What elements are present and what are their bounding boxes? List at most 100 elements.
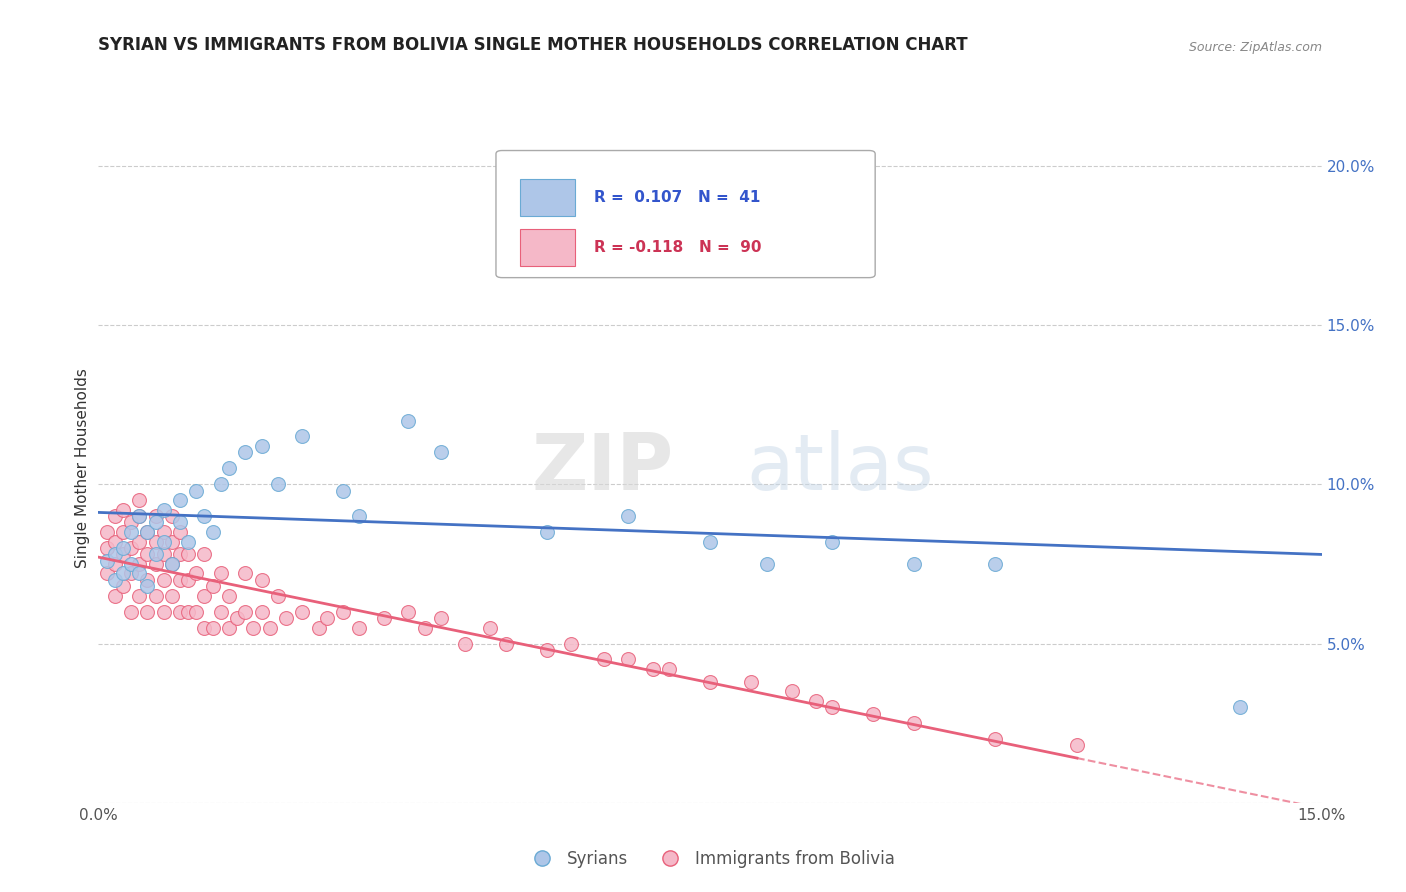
Point <box>821 534 844 549</box>
Point <box>186 483 208 498</box>
Point <box>152 534 174 549</box>
Point <box>536 524 558 539</box>
Bar <box>520 229 575 266</box>
Point <box>226 611 249 625</box>
Point <box>478 621 501 635</box>
Point <box>193 589 215 603</box>
Point <box>160 557 183 571</box>
Point <box>250 573 273 587</box>
Point <box>201 524 224 539</box>
Point <box>104 573 127 587</box>
Point <box>120 605 142 619</box>
Point <box>145 547 167 561</box>
Point <box>209 477 232 491</box>
Point <box>209 566 232 581</box>
Point <box>984 557 1007 571</box>
Point <box>1229 700 1251 714</box>
Point <box>104 589 127 603</box>
Point <box>250 439 273 453</box>
Point <box>128 566 150 581</box>
Point <box>740 674 762 689</box>
Point <box>145 534 167 549</box>
Point <box>120 557 142 571</box>
Point <box>396 605 419 619</box>
Point <box>291 429 314 443</box>
Point <box>193 621 215 635</box>
Point <box>821 700 844 714</box>
Point <box>128 557 150 571</box>
Point <box>291 605 314 619</box>
Point <box>242 621 264 635</box>
Point <box>145 557 167 571</box>
Point <box>169 493 191 508</box>
Point <box>136 547 159 561</box>
Point <box>136 524 159 539</box>
Point <box>699 534 721 549</box>
Point <box>332 483 354 498</box>
Point <box>373 611 395 625</box>
Point <box>111 502 134 516</box>
Point <box>430 445 453 459</box>
Legend: Syrians, Immigrants from Bolivia: Syrians, Immigrants from Bolivia <box>519 844 901 875</box>
Point <box>145 509 167 524</box>
Point <box>96 541 118 555</box>
Point <box>120 566 142 581</box>
Text: ZIP: ZIP <box>531 430 673 507</box>
Point <box>145 516 167 530</box>
Point <box>413 621 436 635</box>
Point <box>699 674 721 689</box>
Point <box>576 238 599 252</box>
Point <box>536 643 558 657</box>
Point <box>315 611 337 625</box>
Point <box>128 589 150 603</box>
Point <box>617 509 640 524</box>
Point <box>201 579 224 593</box>
Point <box>349 621 371 635</box>
Point <box>169 573 191 587</box>
Point <box>136 524 159 539</box>
Point <box>152 502 174 516</box>
Text: R = -0.118   N =  90: R = -0.118 N = 90 <box>593 240 761 255</box>
Point <box>160 589 183 603</box>
Point <box>120 516 142 530</box>
Point <box>233 445 256 459</box>
Point <box>201 621 224 635</box>
Point <box>96 554 118 568</box>
Point <box>152 547 174 561</box>
Point <box>804 694 827 708</box>
Point <box>454 636 477 650</box>
Point <box>233 566 256 581</box>
Point <box>160 509 183 524</box>
Point <box>274 611 297 625</box>
Point <box>136 605 159 619</box>
Point <box>218 621 240 635</box>
Point <box>396 413 419 427</box>
Point <box>903 716 925 731</box>
Point <box>96 524 118 539</box>
Point <box>658 662 681 676</box>
Point <box>160 557 183 571</box>
Point <box>233 605 256 619</box>
Point <box>120 524 142 539</box>
Point <box>96 566 118 581</box>
Point <box>111 566 134 581</box>
Point <box>862 706 884 721</box>
Point <box>177 547 200 561</box>
Point <box>193 509 215 524</box>
Point <box>308 621 330 635</box>
Y-axis label: Single Mother Households: Single Mother Households <box>75 368 90 568</box>
Bar <box>520 179 575 216</box>
Point <box>152 573 174 587</box>
FancyBboxPatch shape <box>496 151 875 277</box>
Point <box>186 605 208 619</box>
Point <box>903 557 925 571</box>
Point <box>209 605 232 619</box>
Point <box>267 589 290 603</box>
Point <box>177 605 200 619</box>
Point <box>218 589 240 603</box>
Point <box>111 547 134 561</box>
Point <box>160 534 183 549</box>
Point <box>267 477 290 491</box>
Point <box>177 573 200 587</box>
Point <box>780 684 803 698</box>
